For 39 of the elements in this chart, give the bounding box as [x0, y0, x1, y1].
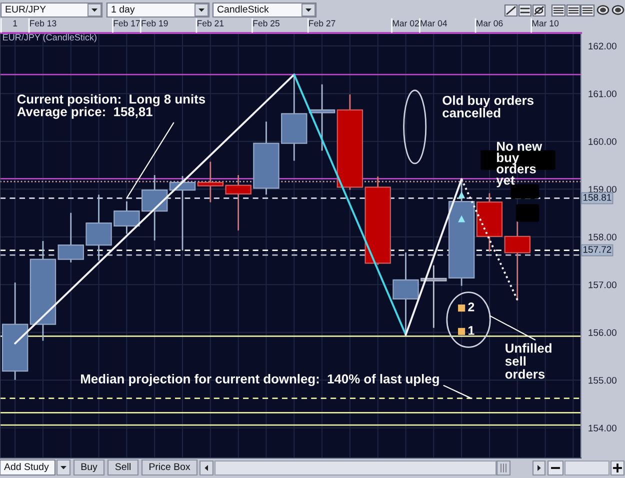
- x-tick-label: Mar 04: [420, 20, 448, 26]
- annotation: Median projection for current downleg: 140% of last upleg: [81, 374, 439, 386]
- annotation: 1: [468, 326, 474, 335]
- y-tick-label: 159.00: [588, 186, 616, 193]
- x-tick-label: Feb 17: [114, 20, 140, 26]
- annotation: Old buy orders cancelled: [442, 95, 534, 118]
- x-tick-label: 1: [13, 20, 18, 26]
- x-tick-label: Feb 19: [142, 20, 168, 26]
- x-tick-label: Feb 21: [198, 20, 224, 26]
- ref-line-label: 158.81: [583, 194, 612, 201]
- y-tick-label: 156.00: [588, 329, 616, 336]
- x-tick-label: Feb 27: [309, 20, 336, 26]
- text: Add Study: [4, 462, 49, 472]
- x-tick-label: Mar 02: [392, 20, 419, 26]
- y-tick-label: 160.00: [588, 138, 616, 145]
- x-tick-label: Mar 06: [476, 20, 503, 26]
- y-tick-label: 162.00: [588, 42, 616, 50]
- text: EUR/JPY: [6, 5, 46, 13]
- text: Sell: [115, 462, 130, 470]
- y-tick-label: 158.00: [588, 234, 616, 240]
- ref-line-label: 157.72: [583, 246, 612, 253]
- annotation: 2: [468, 302, 474, 312]
- text: Buy: [81, 463, 98, 472]
- candlestick: [420, 265, 447, 328]
- text: 1 day: [112, 5, 135, 15]
- annotation: Unfilled sell orders: [505, 343, 552, 379]
- x-tick-label: Feb 13: [30, 20, 56, 26]
- y-tick-label: 154.00: [588, 424, 616, 432]
- annotation: No new buy orders yet: [496, 142, 542, 188]
- y-tick-label: 157.00: [588, 281, 616, 288]
- y-tick-label: 161.00: [588, 90, 616, 98]
- text: CandleStick: [217, 5, 269, 13]
- annotation: Current position: Long 8 units Average price: 158,81: [17, 94, 206, 119]
- candlestick: [308, 84, 336, 151]
- x-tick-label: Feb 25: [253, 20, 280, 26]
- chart-title: EUR/JPY (CandleStick): [3, 34, 96, 42]
- y-tick-label: 155.00: [588, 376, 616, 384]
- text: Price Box: [149, 462, 190, 470]
- x-tick-label: Mar 10: [532, 20, 559, 26]
